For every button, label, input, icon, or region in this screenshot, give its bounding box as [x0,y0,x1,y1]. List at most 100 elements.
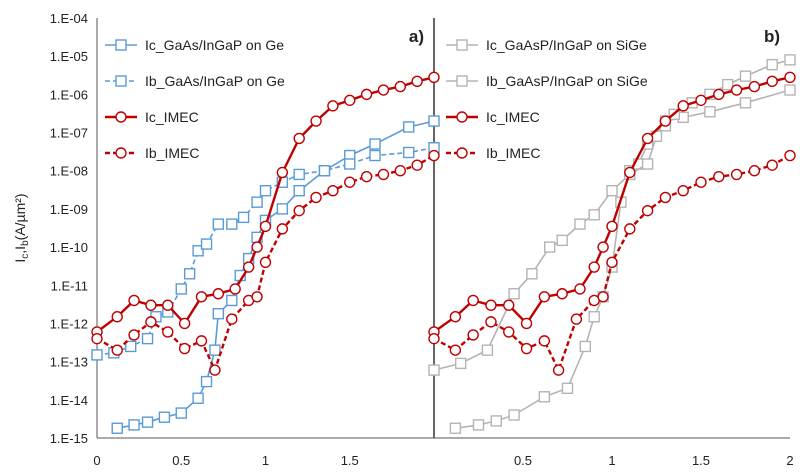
data-point [449,422,462,434]
y-tick-label: 1.E-09 [50,202,88,217]
data-point [538,291,551,303]
data-point [192,392,204,404]
legend-label: Ic_IMEC [486,109,540,125]
data-point [467,329,479,341]
data-point [124,340,137,353]
data-point [544,241,556,253]
x-tick-label: 0.5 [172,453,190,468]
data-point [659,115,672,127]
y-tick-label: 1.E-15 [50,431,88,446]
data-point [784,71,796,83]
data-point [226,313,238,325]
data-point [293,204,305,217]
legend-label: Ic_GaAsP/InGaP on SiGe [486,37,647,53]
series-layer [91,54,796,434]
x-tick-label: 2 [786,453,793,468]
data-point [293,168,305,181]
panel-tag: a) [409,27,424,46]
data-point [209,364,221,376]
y-tick-label: 1.E-04 [50,11,88,26]
data-point [209,344,221,356]
data-point [276,203,289,215]
data-point [588,311,600,323]
data-point [520,317,533,330]
series-ib-imec [428,149,796,376]
y-tick-label: 1.E-06 [50,87,88,102]
x-tick-label: 1 [262,453,269,468]
data-point [449,311,462,323]
data-point [394,165,406,177]
series-ib-gaas-ingap-on-ge [91,142,440,361]
data-point [597,241,609,253]
data-point [722,78,734,91]
data-point [508,409,520,421]
data-point [730,168,743,181]
ticks-layer: 1.E-15 1.E-14 1.E-13 1.E-12 1.E-11 1.E-10 1.E-… [50,11,794,468]
data-point [91,332,103,345]
y-axis-label: Ic,Ib(A/µm²) [12,193,31,262]
data-point [327,100,339,112]
data-point [141,416,154,428]
data-point [344,94,356,106]
data-point [128,294,140,307]
data-point [659,191,672,204]
data-point [162,299,174,311]
series-line [96,154,435,372]
data-point [520,342,533,355]
data-point [449,344,462,356]
data-point [695,176,707,188]
data-point [597,291,609,303]
data-point [195,291,208,303]
data-point [428,71,440,83]
series-ic-imec [428,71,796,338]
legend-marker [115,75,127,87]
data-point [162,326,174,338]
x-tick-label: 0.5 [514,453,532,468]
data-point [556,288,568,300]
x-tick-label: 0 [93,453,100,468]
y-tick-label: 1.E-11 [51,278,88,293]
legend-marker [456,75,468,87]
data-point [377,168,390,181]
data-point [212,218,225,230]
data-point [574,283,586,295]
data-point [485,299,497,311]
data-point [713,170,725,183]
data-point [212,288,225,300]
data-point [508,288,520,300]
data-point [251,291,263,303]
data-point [766,75,778,87]
data-point [259,256,272,268]
y-tick-label: 1.E-05 [50,49,88,64]
data-point [178,317,191,330]
data-point [428,149,440,162]
data-point [784,149,796,162]
panel-tag: b) [764,27,780,46]
y-tick-label: 1.E-10 [50,240,88,255]
x-tick-label: 1.5 [692,453,710,468]
legend-marker [456,39,468,51]
data-point [713,88,725,101]
data-point [428,364,440,376]
data-point [111,344,123,356]
data-point [403,121,415,133]
data-point [175,283,187,295]
data-point [91,349,103,361]
data-point [588,209,600,221]
legend-marker [456,111,468,123]
data-point [784,84,796,96]
data-point [606,184,618,197]
legend-marker [115,39,127,51]
legend-marker [115,147,127,159]
series-line [117,120,435,430]
data-point [538,335,551,347]
data-point [490,415,502,427]
data-point [730,84,743,96]
data-point [579,340,591,353]
data-point [145,316,157,328]
data-point [360,88,373,101]
data-point [318,165,331,177]
data-point [606,220,618,233]
data-point [200,238,213,250]
legend-label: Ic_GaAs/InGaP on Ge [145,37,284,53]
